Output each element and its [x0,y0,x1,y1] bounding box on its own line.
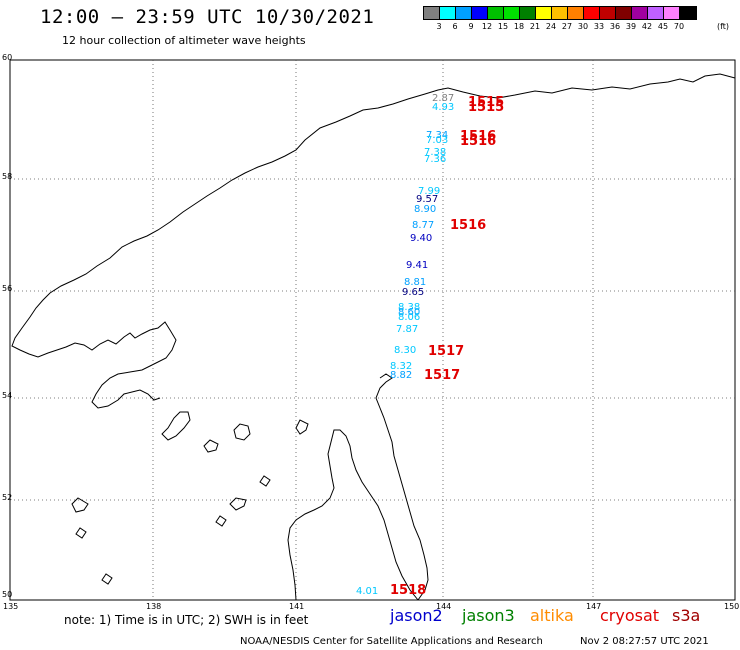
legend-jason3: jason3 [462,606,515,625]
wave-height-value: 8.06 [398,312,420,323]
lon-label-138: 138 [146,602,162,611]
map-subtitle: 12 hour collection of altimeter wave hei… [62,34,306,47]
pass-time-label: 1517 [428,344,464,359]
lon-label-141: 141 [289,602,305,611]
small-islands [71,411,309,585]
wave-height-value: 9.41 [406,260,428,271]
wave-height-value: 2.87 [432,93,454,104]
colorbar-label: 33 [593,22,605,31]
colorbar-swatch [568,7,584,19]
lat-label-58: 58 [2,172,13,181]
wave-height-value: 8.30 [394,345,416,356]
colorbar-swatch [504,7,520,19]
wave-height-value: 4.01 [356,586,378,597]
wave-height-value: 8.90 [414,204,436,215]
colorbar-label: 36 [609,22,621,31]
colorbar-label: 18 [513,22,525,31]
colorbar-label: 24 [545,22,557,31]
coastline-island [287,429,419,601]
lon-label-135: 135 [3,602,19,611]
colorbar-label: 45 [657,22,669,31]
legend-altika: altika [530,606,574,625]
colorbar-label: 9 [468,22,474,31]
colorbar-label: 3 [436,22,442,31]
pass-time-label: 1518 [390,583,426,598]
colorbar-labels: 3 6 9 12 15 18 21 24 27 30 33 36 39 42 45 70 [423,22,740,34]
wave-height-value: 7.99 [418,186,440,197]
wave-height-value: 4.93 [432,102,454,113]
lat-label-52: 52 [2,493,13,502]
graticule [10,60,735,600]
colorbar-label: 39 [625,22,637,31]
legend-cryosat: cryosat [600,606,660,625]
colorbar-swatch [472,7,488,19]
colorbar-swatch [520,7,536,19]
pass-time-label: 1517 [424,368,460,383]
colorbar-swatch [664,7,680,19]
colorbar-swatch [616,7,632,19]
colorbar-label: 15 [497,22,509,31]
colorbar-swatch [632,7,648,19]
colorbar-label: 30 [577,22,589,31]
wave-height-value: 8.81 [404,277,426,288]
colorbar-swatch [552,7,568,19]
wave-height-value: 9.65 [402,287,424,298]
lat-label-56: 56 [2,284,13,293]
coastline-north [11,73,736,409]
pass-time-label: 1516 [460,134,496,149]
pass-time-label: 1515 [468,100,504,115]
units-note: note: 1) Time is in UTC; 2) SWH is in fe… [64,613,309,627]
colorbar-swatch [648,7,664,19]
wave-height-value: 8.32 [390,361,412,372]
lon-label-144: 144 [436,602,452,611]
coastline-east [375,373,429,601]
colorbar-label: 12 [481,22,493,31]
observation-values: 2.874.93 7.347.037.387.36 7.999.578.90 8.77… [356,93,454,597]
colorbar-label: 21 [529,22,541,31]
wave-height-value: 7.87 [396,324,418,335]
colorbar-swatch [424,7,440,19]
wave-height-value: 8.82 [390,370,412,381]
colorbar-swatch [600,7,616,19]
lon-label-150: 150 [724,602,740,611]
colorbar-label: 27 [561,22,573,31]
lat-label-60: 60 [2,53,13,62]
wave-height-value: 7.36 [424,154,446,165]
legend-jason2: jason2 [390,606,443,625]
colorbar-unit: (ft) [717,22,730,31]
credit-line: NOAA/NESDIS Center for Satellite Applica… [240,636,543,647]
wave-height-value: 9.40 [410,233,432,244]
colorbar-swatch [488,7,504,19]
pass-time-label: 1516 [460,129,496,144]
colorbar-swatch [536,7,552,19]
colorbar-label: 6 [452,22,458,31]
colorbar-swatch [456,7,472,19]
lon-label-147: 147 [586,602,602,611]
wave-height-value: 9.57 [416,194,438,205]
wave-height-value: 7.34 [426,130,448,141]
wave-height-value: 8.38 [398,302,420,313]
map-frame [9,59,736,601]
wave-height-value: 8.60 [398,307,420,318]
wave-height-value: 8.77 [412,220,434,231]
wave-height-value: 7.03 [426,135,448,146]
map-title: 12:00 – 23:59 UTC 10/30/2021 [40,6,375,28]
lat-label-54: 54 [2,391,13,400]
colorbar-swatch [440,7,456,19]
lat-label-50: 50 [2,590,13,599]
legend-s3a: s3a [672,606,701,625]
colorbar-label: 42 [641,22,653,31]
pass-time-label: 1515 [468,95,504,110]
pass-time-label: 1516 [450,218,486,233]
wave-height-value: 7.38 [424,147,446,158]
colorbar-label: 70 [673,22,685,31]
wave-height-colorbar [423,6,697,20]
colorbar-swatch [680,7,696,19]
generation-date: Nov 2 08:27:57 UTC 2021 [580,636,709,647]
colorbar-swatch [584,7,600,19]
